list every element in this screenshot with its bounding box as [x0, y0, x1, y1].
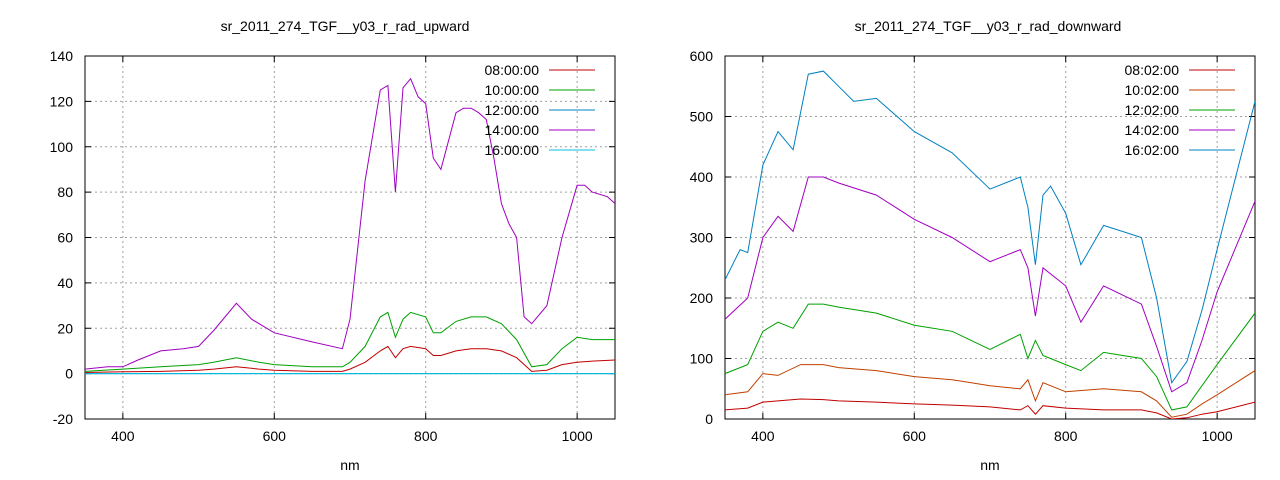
y-tick-label: -20	[53, 411, 73, 427]
x-tick-label: 800	[1054, 428, 1078, 444]
y-tick-label: 0	[705, 411, 713, 427]
series-group	[85, 77, 615, 375]
y-tick-label: 500	[690, 109, 714, 125]
series-line-3	[725, 303, 1255, 411]
series-line-2	[85, 311, 615, 372]
chart-title: sr_2011_274_TGF__y03_r_rad_upward	[221, 18, 470, 34]
x-tick-label: 1000	[1202, 428, 1233, 444]
legend: 08:00:00 10:00:00 12:00:00 14:00:00 16:00:00	[485, 62, 595, 158]
x-tick-label: 400	[751, 428, 775, 444]
legend-label: 10:02:00	[1125, 82, 1180, 98]
legend-label: 08:02:00	[1125, 62, 1180, 78]
chart-panel-2: sr_2011_274_TGF__y03_r_rad_downward 400 60…	[690, 18, 1256, 473]
y-tick-label: 100	[690, 351, 714, 367]
y-tick-label: 200	[690, 290, 714, 306]
y-tick-label: 100	[50, 139, 74, 155]
y-tick-label: 40	[57, 275, 73, 291]
x-axis-label: nm	[340, 457, 359, 473]
series-group	[725, 70, 1255, 419]
y-tick-label: 0	[65, 366, 73, 382]
legend-label: 14:00:00	[485, 122, 540, 138]
y-tick-label: 400	[690, 169, 714, 185]
y-tick-label: 300	[690, 230, 714, 246]
series-line-1	[725, 398, 1255, 419]
series-line-2	[725, 364, 1255, 418]
legend-label: 16:00:00	[485, 142, 540, 158]
x-tick-label: 600	[263, 428, 287, 444]
y-tick-label: 600	[690, 48, 714, 64]
legend-label: 12:02:00	[1125, 102, 1180, 118]
legend-label: 08:00:00	[485, 62, 540, 78]
series-line-4	[725, 176, 1255, 393]
chart-title: sr_2011_274_TGF__y03_r_rad_downward	[855, 18, 1122, 34]
series-line-4	[85, 77, 615, 370]
x-tick-label: 1000	[562, 428, 593, 444]
legend-label: 14:02:00	[1125, 122, 1180, 138]
x-tick-label: 600	[903, 428, 927, 444]
legend-label: 10:00:00	[485, 82, 540, 98]
legend-label: 12:00:00	[485, 102, 540, 118]
x-tick-label: 800	[414, 428, 438, 444]
legend-label: 16:02:00	[1125, 142, 1180, 158]
y-tick-label: 60	[57, 230, 73, 246]
y-tick-label: 20	[57, 320, 73, 336]
series-line-5	[725, 70, 1255, 384]
legend: 08:02:00 10:02:00 12:02:00 14:02:00 16:02:00	[1125, 62, 1235, 158]
series-line-1	[85, 345, 615, 373]
y-tick-label: 140	[50, 48, 74, 64]
y-tick-label: 120	[50, 93, 74, 109]
x-axis-label: nm	[980, 457, 999, 473]
x-tick-label: 400	[111, 428, 135, 444]
y-tick-label: 80	[57, 184, 73, 200]
